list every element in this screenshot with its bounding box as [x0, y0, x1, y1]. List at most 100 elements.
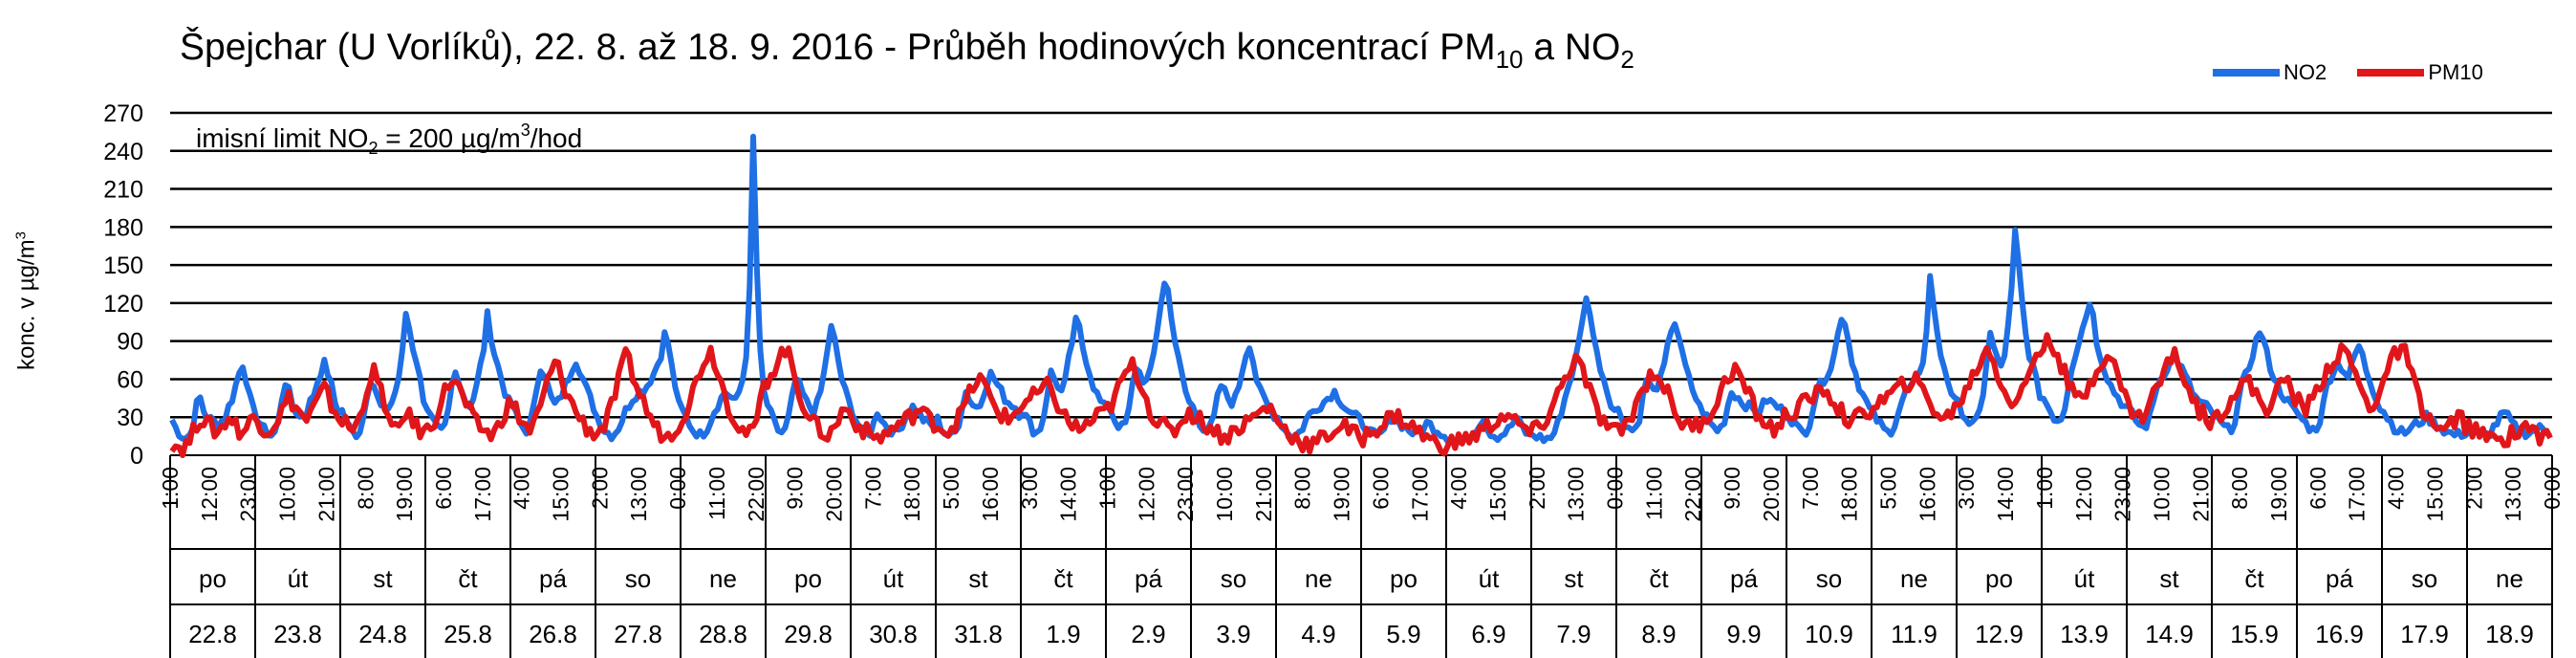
weekday-label: pá — [1730, 564, 1758, 593]
weekday-label: po — [1985, 564, 2013, 593]
legend-item-no2: NO2 — [2213, 60, 2327, 85]
x-tick-label: 17:00 — [1407, 467, 1432, 522]
x-tick-label: 10:00 — [2150, 467, 2175, 522]
x-tick-label: 1:00 — [1095, 467, 1120, 510]
y-tick-label: 120 — [103, 291, 143, 318]
x-tick-label: 14:00 — [1056, 467, 1081, 522]
weekday-label: st — [1564, 564, 1584, 593]
x-tick-label: 16:00 — [1915, 467, 1939, 522]
y-tick-label: 30 — [117, 405, 143, 431]
weekday-label: čt — [458, 564, 478, 593]
x-tick-label: 8:00 — [2227, 467, 2252, 510]
x-tick-label: 11:00 — [1641, 467, 1666, 520]
x-tick-label: 6:00 — [1368, 467, 1393, 510]
series-line-pm10 — [169, 332, 2553, 458]
weekday-label: út — [883, 564, 904, 593]
date-label: 26.8 — [529, 620, 577, 648]
chart-legend: NO2 PM10 — [2213, 57, 2508, 85]
y-tick-label: 0 — [130, 443, 143, 470]
date-label: 10.9 — [1805, 620, 1853, 648]
date-label: 17.9 — [2400, 620, 2449, 648]
legend-item-pm10: PM10 — [2357, 60, 2483, 85]
x-tick-label: 16:00 — [978, 467, 1003, 522]
x-tick-label: 3:00 — [1954, 467, 1979, 510]
y-tick-label: 90 — [117, 329, 143, 356]
date-label: 4.9 — [1301, 620, 1335, 648]
legend-swatch-no2 — [2213, 69, 2280, 77]
x-tick-label: 6:00 — [2305, 467, 2330, 510]
x-tick-label: 5:00 — [1876, 467, 1901, 510]
weekday-label: st — [2159, 564, 2179, 593]
x-tick-label: 9:00 — [783, 467, 808, 510]
x-tick-label: 23:00 — [2111, 467, 2135, 522]
x-tick-label: 10:00 — [275, 467, 300, 522]
x-tick-label: 2:00 — [2461, 467, 2486, 510]
date-label: 3.9 — [1216, 620, 1250, 648]
date-label: 29.8 — [784, 620, 833, 648]
x-tick-label: 13:00 — [2500, 467, 2525, 522]
weekday-label: pá — [2326, 564, 2353, 593]
date-label: 5.9 — [1386, 620, 1420, 648]
date-label: 8.9 — [1641, 620, 1676, 648]
date-label: 28.8 — [699, 620, 747, 648]
weekday-label: čt — [1053, 564, 1073, 593]
weekday-label: út — [1479, 564, 1500, 593]
weekday-label: so — [1816, 564, 1842, 593]
weekday-label: ne — [1305, 564, 1332, 593]
weekday-label: so — [625, 564, 651, 593]
weekday-label: so — [1221, 564, 1246, 593]
limit-annotation: imisní limit NO2 = 200 µg/m3/hod — [196, 121, 582, 158]
x-tick-label: 20:00 — [1759, 467, 1784, 522]
x-tick-label: 0:00 — [1603, 467, 1628, 510]
legend-label-no2: NO2 — [2284, 60, 2327, 84]
x-tick-label: 23:00 — [236, 467, 261, 522]
date-label: 1.9 — [1046, 620, 1080, 648]
x-tick-label: 0:00 — [2540, 467, 2565, 510]
weekday-label: po — [1390, 564, 1418, 593]
date-label: 18.9 — [2485, 620, 2534, 648]
x-tick-label: 0:00 — [665, 467, 690, 510]
x-tick-label: 20:00 — [822, 467, 847, 522]
x-tick-label: 15:00 — [1485, 467, 1510, 522]
x-tick-label: 8:00 — [353, 467, 378, 510]
x-tick-label: 6:00 — [431, 467, 456, 510]
x-tick-label: 4:00 — [2384, 467, 2409, 510]
weekday-label: so — [2412, 564, 2437, 593]
x-axis: 1:00 12:00 23:00 10:00 21:00 8:00 19:00 6:00 17:… — [158, 455, 2565, 658]
x-tick-label: 9:00 — [1720, 467, 1744, 510]
x-tick-label: 4:00 — [1446, 467, 1471, 510]
x-tick-label: 7:00 — [1798, 467, 1823, 510]
x-tick-label: 18:00 — [1837, 467, 1862, 522]
date-label: 24.8 — [358, 620, 407, 648]
x-tick-label: 3:00 — [1017, 467, 1042, 510]
x-tick-label: 21:00 — [2188, 467, 2213, 522]
x-tick-label: 17:00 — [2345, 467, 2370, 522]
series-lines — [169, 133, 2553, 458]
x-tick-label: 12:00 — [197, 467, 222, 522]
date-label: 15.9 — [2230, 620, 2279, 648]
chart-title: Špejchar (U Vorlíků), 22. 8. až 18. 9. 2… — [180, 27, 1634, 74]
x-tick-label: 8:00 — [1290, 467, 1315, 510]
series-line-no2 — [169, 133, 2552, 446]
x-tick-label: 10:00 — [1212, 467, 1237, 522]
date-label: 12.9 — [1975, 620, 2024, 648]
x-tick-label: 13:00 — [626, 467, 651, 522]
x-tick-label: 13:00 — [1564, 467, 1589, 522]
date-label: 2.9 — [1131, 620, 1165, 648]
x-tick-label: 4:00 — [509, 467, 534, 510]
weekday-label: ne — [709, 564, 737, 593]
x-tick-label: 15:00 — [2422, 467, 2447, 522]
x-tick-label: 21:00 — [1251, 467, 1276, 522]
x-tick-label: 1:00 — [2032, 467, 2057, 510]
x-tick-label: 5:00 — [939, 467, 963, 510]
date-label: 22.8 — [188, 620, 237, 648]
weekday-label: ne — [2496, 564, 2523, 593]
x-tick-label: 17:00 — [470, 467, 495, 522]
y-tick-label: 210 — [103, 177, 143, 204]
x-tick-label: 22:00 — [1680, 467, 1705, 522]
x-tick-label: 12:00 — [1134, 467, 1158, 522]
date-label: 27.8 — [614, 620, 662, 648]
x-tick-label: 1:00 — [158, 467, 183, 510]
weekday-label: čt — [2244, 564, 2264, 593]
weekday-label: út — [288, 564, 309, 593]
